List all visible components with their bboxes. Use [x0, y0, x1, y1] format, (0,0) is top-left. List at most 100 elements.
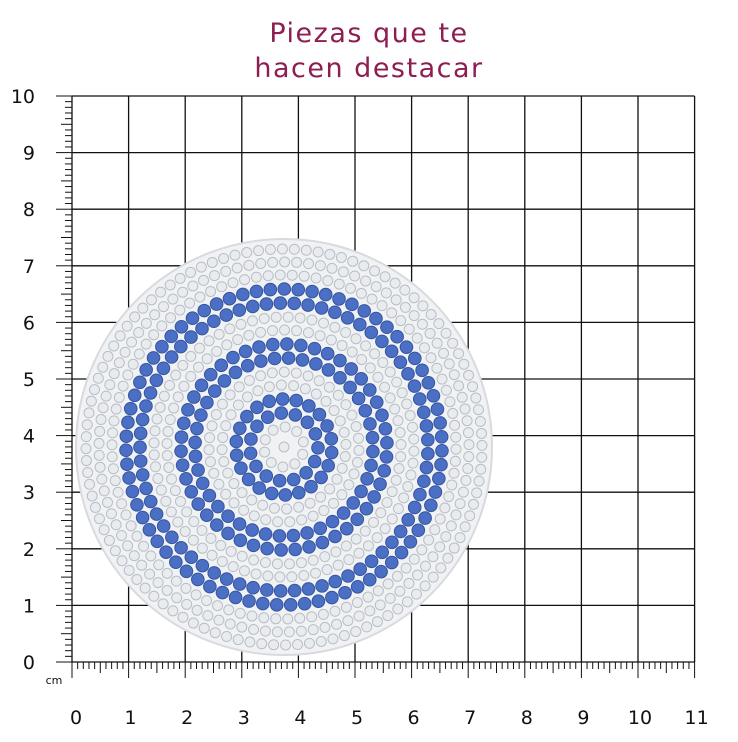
clear-stone — [260, 514, 272, 526]
clear-stone — [366, 293, 378, 305]
clear-stone — [320, 395, 332, 407]
blue-stone — [139, 362, 153, 377]
blue-stone — [133, 375, 147, 390]
clear-stone — [109, 545, 121, 557]
blue-stone — [286, 472, 301, 487]
clear-stone — [390, 294, 402, 306]
clear-stone — [349, 270, 361, 282]
clear-stone — [276, 243, 288, 255]
clear-stone — [97, 361, 109, 373]
clear-stone — [170, 369, 182, 381]
x-ruler-label: 10 — [628, 707, 652, 729]
clear-stone — [80, 431, 92, 443]
blue-stone — [184, 550, 199, 565]
clear-stone — [195, 261, 207, 273]
blue-stone — [430, 402, 445, 416]
clear-stone — [343, 479, 355, 491]
blue-stone — [179, 564, 194, 579]
clear-stone — [129, 311, 141, 323]
clear-stone — [223, 604, 235, 616]
clear-stone — [104, 379, 116, 391]
clear-stone — [227, 561, 239, 573]
clear-stone — [319, 551, 331, 563]
clear-stone — [447, 407, 459, 419]
clear-stone — [205, 532, 217, 544]
blue-stone — [259, 469, 274, 483]
clear-stone — [358, 260, 370, 272]
clear-stone — [374, 599, 386, 611]
blue-stone — [418, 511, 432, 525]
blue-stone — [346, 496, 360, 510]
clear-stone — [382, 610, 394, 622]
clear-stone — [382, 578, 394, 590]
blue-stone — [295, 353, 310, 367]
clear-stone — [103, 534, 115, 546]
clear-stone — [439, 502, 451, 514]
blue-stone — [229, 448, 244, 462]
clear-stone — [246, 610, 258, 622]
clear-stone — [208, 270, 220, 282]
clear-stone — [275, 379, 287, 391]
clear-stone — [96, 473, 108, 485]
clear-stone — [427, 551, 439, 563]
clear-stone — [164, 279, 176, 291]
blue-stone — [307, 341, 322, 356]
clear-stone — [250, 271, 262, 283]
clear-stone — [133, 327, 145, 339]
clear-stone — [244, 636, 256, 648]
blue-stone — [289, 393, 304, 408]
blue-stone — [364, 325, 379, 340]
clear-stone — [462, 427, 474, 439]
clear-stone — [369, 265, 381, 277]
clear-stone — [270, 613, 282, 625]
clear-stone — [152, 577, 164, 589]
clear-stone — [460, 474, 472, 486]
clear-stone — [122, 369, 134, 381]
clear-stone — [291, 256, 303, 268]
clear-stone — [323, 381, 335, 393]
blue-stone — [375, 334, 389, 349]
clear-stone — [93, 513, 105, 525]
y-ruler-label: 4 — [23, 426, 35, 448]
clear-stone — [329, 321, 341, 333]
clear-stone — [201, 595, 213, 607]
clear-stone — [170, 575, 182, 587]
clear-stone — [457, 486, 469, 498]
clear-stone — [386, 513, 398, 525]
clear-stone — [216, 398, 228, 410]
clear-stone — [450, 443, 462, 455]
blue-stone — [135, 468, 150, 482]
clear-stone — [208, 467, 220, 479]
clear-stone — [362, 540, 374, 552]
clear-stone — [303, 637, 315, 649]
clear-stone — [97, 402, 109, 414]
blue-stone — [207, 314, 221, 329]
blue-stone — [135, 412, 150, 427]
clear-stone — [392, 415, 404, 427]
clear-stone — [471, 487, 483, 499]
blue-stone — [377, 463, 392, 478]
blue-stone — [242, 594, 256, 608]
clear-stone — [340, 540, 352, 552]
clear-stone — [408, 553, 420, 565]
clear-stone — [274, 571, 286, 583]
clear-stone — [453, 380, 465, 392]
clear-stone — [476, 439, 488, 451]
blue-stone — [195, 558, 210, 573]
blue-stone — [245, 523, 259, 537]
clear-stone — [398, 492, 410, 504]
blue-stone — [312, 407, 327, 422]
blue-stone — [315, 579, 329, 593]
clear-stone — [295, 557, 307, 569]
clear-stone — [224, 389, 236, 401]
clear-stone — [259, 625, 271, 637]
clear-stone — [131, 530, 143, 542]
clear-stone — [235, 318, 247, 330]
clear-stone — [440, 327, 452, 339]
clear-stone — [379, 381, 391, 393]
clear-stone — [83, 407, 95, 419]
blue-stone — [364, 554, 379, 569]
clear-stone — [241, 247, 253, 259]
clear-stone — [336, 489, 348, 501]
clear-stone — [410, 588, 422, 600]
